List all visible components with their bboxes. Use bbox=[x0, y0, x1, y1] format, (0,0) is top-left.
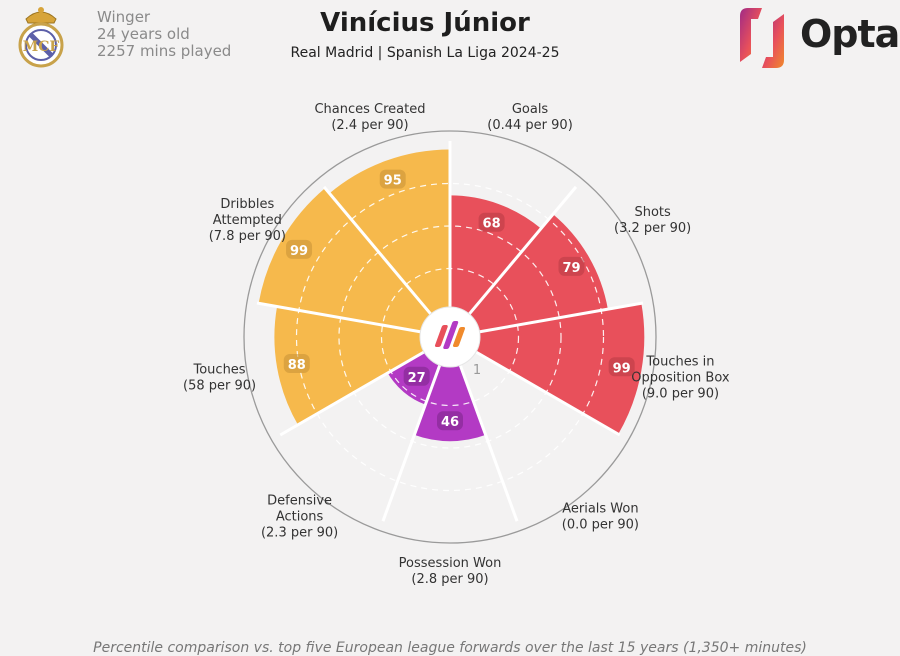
value-label-bg bbox=[283, 354, 310, 374]
axis-label-line: Goals bbox=[512, 102, 549, 117]
radar-spoke bbox=[457, 360, 519, 522]
axis-label-line: (2.8 per 90) bbox=[411, 572, 488, 587]
radar-spoke bbox=[322, 185, 435, 319]
title-block: Vinícius Júnior Real Madrid | Spanish La… bbox=[270, 6, 580, 61]
axis-label-line: (7.8 per 90) bbox=[209, 229, 286, 244]
axis-label: Dribbles Attempted (7.8 per 90) bbox=[209, 197, 286, 244]
radar-spoke bbox=[381, 360, 443, 522]
axis-label: Defensive Actions (2.3 per 90) bbox=[261, 493, 338, 540]
axis-label-line: Aerials Won bbox=[562, 501, 638, 516]
grid-ring bbox=[295, 182, 605, 492]
axis-label-line: (2.3 per 90) bbox=[261, 525, 338, 540]
axis-label-line: Shots bbox=[634, 205, 671, 220]
axis-label-line: (2.4 per 90) bbox=[331, 118, 408, 133]
axis-label-line: (58 per 90) bbox=[183, 379, 256, 394]
footnote: Percentile comparison vs. top five Europ… bbox=[93, 640, 807, 656]
opta-mark-icon bbox=[434, 321, 466, 349]
page-title: Vinícius Júnior bbox=[320, 8, 530, 38]
radar-grid bbox=[243, 130, 657, 544]
axis-label-line: (9.0 per 90) bbox=[642, 387, 719, 402]
axis-label-line: (3.2 per 90) bbox=[614, 221, 691, 236]
value-label: 99 bbox=[613, 361, 631, 376]
radar-spoke bbox=[465, 185, 578, 319]
value-label: 1 bbox=[473, 363, 481, 378]
axis-label-line: Actions bbox=[276, 509, 324, 524]
value-label: 88 bbox=[288, 358, 306, 373]
axis-label-line: Opposition Box bbox=[631, 371, 730, 386]
radar-value-labels: 68 79 99 46 27 88 99 95 1 bbox=[283, 169, 635, 431]
axis-label-line: Touches in bbox=[645, 355, 714, 370]
value-label-bg bbox=[286, 239, 313, 259]
player-minutes: 2257 mins played bbox=[97, 42, 232, 60]
axis-label-line: (0.44 per 90) bbox=[487, 118, 573, 133]
axis-label: Possession Won (2.8 per 90) bbox=[399, 556, 502, 587]
radar-center bbox=[419, 306, 481, 368]
value-label: 46 bbox=[441, 415, 459, 430]
axis-label: Touches in Opposition Box (9.0 per 90) bbox=[631, 355, 730, 402]
value-label-bg bbox=[403, 366, 430, 386]
value-label-bg bbox=[437, 411, 463, 431]
svg-text:MCF: MCF bbox=[23, 39, 60, 55]
radar-spoke bbox=[475, 301, 644, 334]
axis-label-line: (0.0 per 90) bbox=[562, 517, 639, 532]
axis-label-line: Defensive bbox=[267, 493, 332, 508]
radar-bar bbox=[258, 188, 434, 333]
player-age: 24 years old bbox=[97, 25, 190, 43]
axis-label-line: Touches bbox=[193, 363, 246, 378]
opta-wordmark: Opta bbox=[800, 12, 900, 56]
player-info: Winger 24 years old 2257 mins played bbox=[97, 9, 231, 60]
axis-label: Goals (0.44 per 90) bbox=[487, 102, 573, 133]
axis-label: Shots (3.2 per 90) bbox=[614, 205, 691, 236]
radar-spoke bbox=[471, 348, 621, 437]
value-label-bg bbox=[558, 256, 585, 276]
value-label-bg bbox=[379, 169, 406, 189]
axis-label-line: Chances Created bbox=[314, 102, 425, 117]
opta-logo-icon bbox=[740, 8, 784, 68]
player-position: Winger bbox=[97, 8, 151, 26]
value-label: 95 bbox=[384, 174, 402, 189]
axis-label: Chances Created (2.4 per 90) bbox=[314, 102, 425, 133]
radar-axis-labels: Goals (0.44 per 90) Shots (3.2 per 90) Touch… bbox=[183, 102, 730, 587]
radar-bar bbox=[274, 306, 428, 425]
axis-label-line: Dribbles bbox=[220, 197, 274, 212]
opta-logo: Opta bbox=[734, 6, 900, 70]
axis-label: Aerials Won (0.0 per 90) bbox=[562, 501, 639, 532]
value-label: 68 bbox=[483, 217, 501, 232]
value-label-bg bbox=[478, 212, 505, 232]
outer-ring bbox=[243, 130, 657, 544]
radar-spoke bbox=[256, 301, 425, 334]
radar-spoke bbox=[279, 348, 429, 437]
value-label: 27 bbox=[408, 371, 426, 386]
axis-label: Touches (58 per 90) bbox=[183, 363, 256, 394]
radar-bar bbox=[472, 303, 645, 435]
axis-label-line: Possession Won bbox=[399, 556, 502, 571]
radar-bar bbox=[450, 195, 542, 318]
axis-label-line: Attempted bbox=[213, 213, 282, 228]
real-madrid-crest-icon: MCF bbox=[16, 5, 66, 69]
page-subtitle: Real Madrid | Spanish La Liga 2024-25 bbox=[290, 45, 560, 61]
radar-bar bbox=[466, 214, 608, 333]
value-label: 79 bbox=[562, 261, 580, 276]
radar-bar bbox=[414, 361, 486, 442]
value-label-bg bbox=[608, 357, 635, 377]
value-label: 99 bbox=[290, 244, 308, 259]
